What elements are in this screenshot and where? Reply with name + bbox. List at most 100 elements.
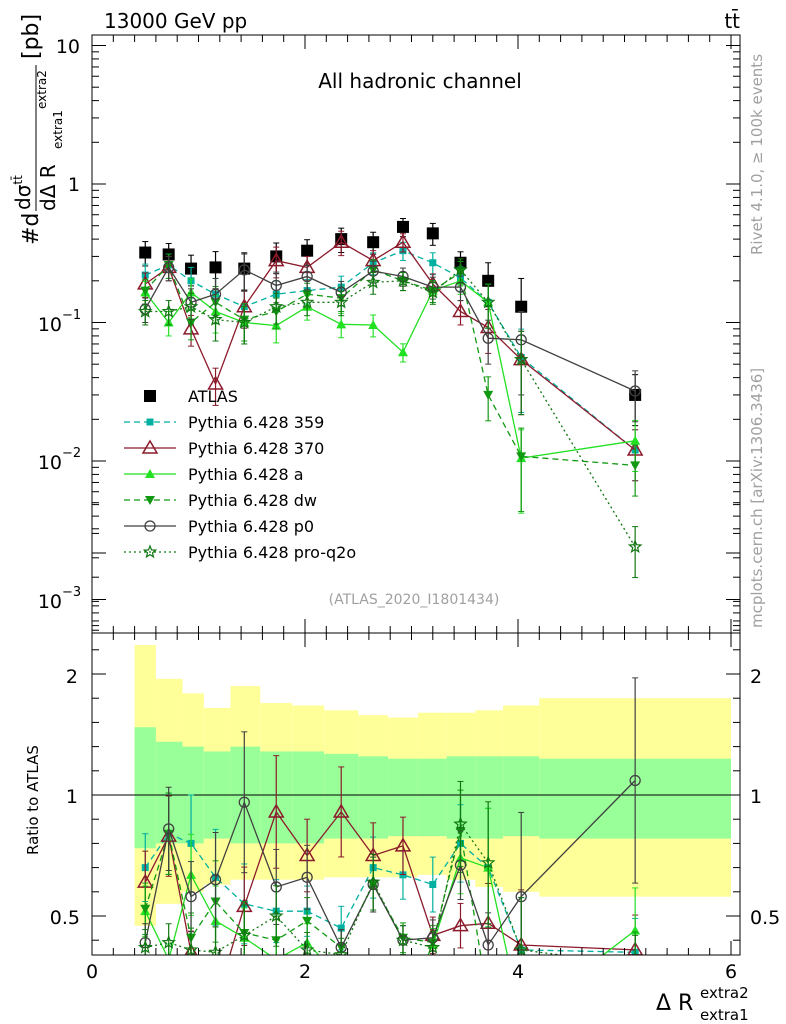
main-point — [301, 270, 313, 283]
ratio-frame — [91, 632, 741, 956]
legend-marker — [141, 439, 159, 454]
xtick-labels: 0 2 4 6 — [86, 961, 737, 983]
main-point — [137, 303, 153, 318]
xtick-2: 2 — [299, 961, 311, 983]
main-point — [394, 233, 412, 248]
main-ylabel: #d dσtt̄ dΔ R extra1 extra2 [pb] — [11, 14, 65, 245]
xtick-0: 0 — [86, 961, 98, 983]
main-point — [629, 385, 641, 397]
main-point — [183, 299, 199, 313]
main-point — [630, 461, 641, 471]
main-point — [630, 435, 641, 445]
legend-marker — [144, 520, 156, 532]
main-series-line — [144, 266, 636, 392]
ratio-series-5 — [137, 780, 639, 955]
ratio-point — [238, 796, 250, 808]
main-ytick-exponents: −1 −2 −3 — [62, 308, 81, 600]
ratio-point — [209, 996, 223, 1008]
legend-label: Pythia 6.428 a — [188, 465, 304, 484]
legend-label: ATLAS — [188, 387, 238, 406]
ratio-ytick-0p5: 0.5 — [50, 907, 80, 929]
ratio-axis-ticks — [91, 504, 740, 955]
ratio-ytick-2: 2 — [66, 666, 78, 688]
main-point — [425, 284, 441, 299]
legend-label: Pythia 6.428 pro-q2o — [188, 543, 356, 562]
main-point — [268, 299, 284, 313]
main-point — [395, 273, 411, 288]
ratio-point — [185, 890, 197, 903]
main-plot-content — [136, 218, 644, 579]
ratio-point — [398, 1003, 408, 1012]
legend-item: Pythia 6.428 pro-q2o — [124, 543, 356, 562]
ytick-exp-m1: −1 — [62, 308, 81, 323]
xlabel: Δ R extra2 extra1 — [656, 984, 749, 1024]
main-point — [163, 261, 175, 274]
ratio-point — [629, 774, 641, 787]
ratio-point — [268, 908, 284, 923]
ratio-point — [168, 954, 169, 955]
main-point — [429, 259, 437, 267]
ytick-label-10: 10 — [56, 36, 80, 58]
ratio-series-line — [144, 832, 636, 953]
main-point — [483, 390, 494, 400]
main-point — [396, 220, 409, 233]
main-axis-ticks — [91, 35, 740, 633]
main-point — [336, 319, 347, 329]
main-series-6 — [137, 258, 643, 579]
ratio-series-line — [145, 822, 567, 955]
main-point — [267, 252, 285, 267]
legend-item: Pythia 6.428 370 — [124, 439, 324, 458]
main-point — [397, 347, 408, 357]
legend-label: Pythia 6.428 p0 — [188, 517, 314, 536]
analysis-id: (ATLAS_2020_I1801434) — [329, 592, 500, 608]
ratio-ytick-labels: 2 1 0.5 2 1 0.5 — [50, 666, 780, 929]
main-point — [270, 279, 282, 292]
xtick-6: 6 — [725, 961, 737, 983]
legend-item: Pythia 6.428 a — [124, 465, 304, 484]
ytick-label-0p01: 10 — [38, 452, 62, 474]
ratio-point — [429, 881, 437, 889]
header-right: tt̄ — [724, 8, 740, 33]
ratio-point — [453, 816, 468, 831]
ratio-point — [395, 932, 411, 947]
main-point — [161, 303, 176, 318]
legend-item: Pythia 6.428 dw — [124, 491, 317, 510]
main-ytick-labels: 10 1 10 10 10 — [38, 36, 80, 613]
ratio-point — [368, 972, 378, 981]
ratio-point — [365, 874, 381, 889]
ratio-point — [163, 823, 175, 835]
main-point — [480, 294, 496, 309]
main-point — [332, 233, 350, 248]
legend-marker — [146, 418, 154, 426]
ytick-label-1: 1 — [68, 174, 80, 196]
main-point — [140, 286, 151, 296]
ytick-label-0p1: 10 — [38, 314, 62, 336]
ratio-point — [183, 942, 199, 955]
ratio-point — [237, 927, 252, 942]
ratio-point — [336, 974, 346, 983]
side-text-mcplots: mcplots.cern.ch [arXiv:1306.3436] — [748, 368, 766, 628]
ratio-point — [483, 997, 493, 1006]
main-point — [299, 294, 315, 309]
main-point — [365, 274, 381, 289]
legend-marker — [145, 496, 155, 505]
main-point — [515, 300, 528, 313]
svg-text:extra2: extra2 — [35, 70, 49, 109]
main-point — [301, 244, 314, 257]
green-band-bin — [417, 758, 447, 837]
ratio-point — [299, 942, 315, 955]
main-point — [453, 262, 468, 277]
main-point — [237, 314, 252, 329]
ratio-point — [480, 855, 496, 869]
main-point — [139, 246, 152, 259]
svg-text:dΔ R: dΔ R — [36, 164, 60, 211]
ratio-ytick-2-right: 2 — [750, 666, 762, 688]
ratio-point — [337, 924, 345, 932]
main-point — [209, 288, 222, 300]
ratio-point — [301, 871, 313, 883]
ratio-point — [267, 803, 285, 818]
ratio-ytick-1: 1 — [66, 786, 78, 808]
ratio-point — [161, 934, 176, 949]
main-point — [368, 319, 379, 329]
